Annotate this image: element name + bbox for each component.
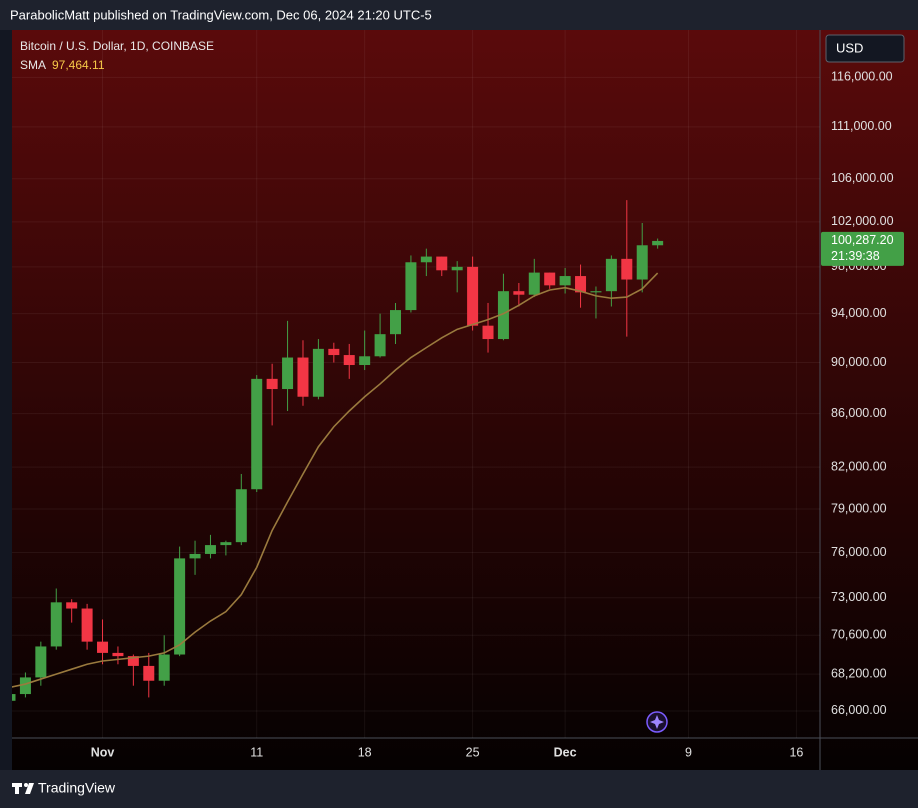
y-tick-label: 73,000.00 <box>831 590 887 604</box>
price-badge <box>821 231 904 266</box>
y-tick-label: 106,000.00 <box>831 171 894 185</box>
candle-body <box>513 291 525 295</box>
currency-button[interactable] <box>825 34 905 63</box>
candle-body <box>328 348 340 356</box>
currency-label: USD <box>836 40 863 55</box>
candle-body <box>81 608 93 642</box>
candle-body <box>544 272 556 286</box>
x-tick-label: Nov <box>91 745 115 759</box>
candle-body <box>575 276 587 293</box>
candle-body <box>590 291 602 293</box>
candle-body <box>174 558 186 655</box>
candle-body <box>97 641 109 653</box>
y-tick-label: 86,000.00 <box>831 406 887 420</box>
candle-body <box>405 262 417 311</box>
assistant-icon[interactable] <box>646 711 668 733</box>
y-tick-label: 76,000.00 <box>831 545 887 559</box>
plot <box>12 200 664 701</box>
x-tick-label: 16 <box>789 745 803 759</box>
y-tick-label: 111,000.00 <box>831 119 892 133</box>
y-tick-label: 79,000.00 <box>831 501 887 515</box>
sma-line <box>12 272 659 688</box>
y-tick-label: 90,000.00 <box>831 355 887 369</box>
legend-value: 97,464.11 <box>52 58 105 72</box>
x-tick-label: 25 <box>466 745 480 759</box>
candle-body <box>652 240 664 246</box>
candle-body <box>235 489 247 543</box>
candle-body <box>251 378 263 490</box>
candle-body <box>312 348 324 397</box>
candle-body <box>220 542 232 546</box>
axis: 66,000.00 68,200.00 70,600.00 73,000.00 76,0… <box>91 70 904 759</box>
candle-body <box>158 654 170 681</box>
candle-body <box>436 256 448 271</box>
x-tick-label: 9 <box>685 745 692 759</box>
chart-title: Bitcoin / U.S. Dollar, 1D, COINBASE <box>20 39 214 53</box>
candle-body <box>528 272 540 295</box>
candle-body <box>605 258 617 292</box>
y-tick-label: 70,600.00 <box>831 628 887 642</box>
y-tick-label: 68,200.00 <box>831 666 887 680</box>
candle-body <box>359 356 371 366</box>
y-tick-label: 102,000.00 <box>831 214 894 228</box>
candle-body <box>467 266 479 326</box>
x-tick-label: Dec <box>554 745 577 759</box>
y-tick-label: 116,000.00 <box>831 70 893 84</box>
candle-body <box>35 646 47 678</box>
candle-body <box>451 266 463 271</box>
candle-body <box>189 553 201 559</box>
candle-body <box>636 245 648 280</box>
candle-body <box>12 694 16 701</box>
candle-body <box>297 357 309 397</box>
candle-body <box>204 545 216 554</box>
y-tick-label: 82,000.00 <box>831 459 887 473</box>
candle-body <box>343 355 355 366</box>
x-tick-label: 18 <box>358 745 372 759</box>
header-text: ParabolicMatt published on TradingView.c… <box>10 7 432 22</box>
candle-body <box>282 357 294 390</box>
y-tick-label: 94,000.00 <box>831 306 887 320</box>
candle-body <box>19 677 31 695</box>
candle-body <box>127 656 139 666</box>
candle-body <box>390 310 401 335</box>
candle-body <box>482 325 494 340</box>
candle-body <box>621 258 633 280</box>
candle-body <box>559 276 571 286</box>
candle-body <box>143 665 155 681</box>
candle-body <box>497 291 509 340</box>
footer-text: TradingView <box>38 780 116 796</box>
chart-background <box>12 30 918 770</box>
footer-bar <box>0 770 918 808</box>
price-badge-label: 100,287.20 <box>831 233 894 247</box>
candle-body <box>112 652 124 657</box>
x-tick-label: 11 <box>250 745 263 759</box>
countdown-label: 21:39:38 <box>831 249 880 263</box>
candle-body <box>66 602 78 609</box>
candle-body <box>50 602 62 647</box>
candle-body <box>420 256 432 263</box>
candle-body <box>266 378 278 390</box>
tv-logo <box>12 783 34 794</box>
header-bar <box>0 0 918 30</box>
y-tick-label: 66,000.00 <box>831 703 887 717</box>
legend-label: SMA <box>20 58 46 72</box>
candle-body <box>374 334 386 357</box>
